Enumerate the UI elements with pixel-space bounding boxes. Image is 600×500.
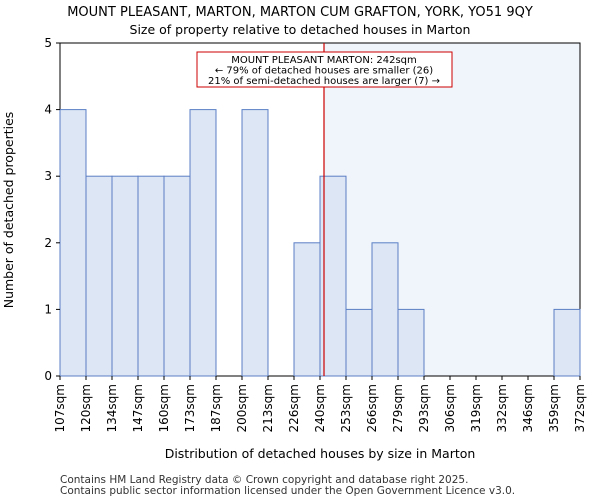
- x-tick-label: 160sqm: [157, 384, 171, 432]
- x-tick-label: 200sqm: [235, 384, 249, 432]
- histogram-bar: [85, 175, 113, 377]
- y-axis-label: Number of detached properties: [1, 112, 16, 309]
- x-tick-label: 319sqm: [469, 384, 483, 432]
- y-tick-label: 1: [44, 302, 52, 316]
- footer-line-1: Contains HM Land Registry data © Crown c…: [60, 474, 468, 486]
- x-tick-label: 187sqm: [209, 384, 223, 432]
- chart-title: MOUNT PLEASANT, MARTON, MARTON CUM GRAFT…: [67, 5, 533, 20]
- x-tick-label: 107sqm: [53, 384, 67, 432]
- histogram-bar: [293, 242, 321, 377]
- x-tick-label: 279sqm: [391, 384, 405, 432]
- plot-area: 0 1 2 3 4 5 107sqm 120sqm 134sqm 147sqm 160sqm 173s…: [44, 36, 587, 432]
- x-tick-label: 359sqm: [547, 384, 561, 432]
- chart-subtitle: Size of property relative to detached ho…: [130, 22, 471, 37]
- x-tick-label: 134sqm: [105, 384, 119, 432]
- x-tick-label: 213sqm: [261, 384, 275, 432]
- x-axis-label: Distribution of detached houses by size …: [165, 446, 476, 461]
- histogram-bar: [59, 109, 87, 377]
- x-tick-label: 293sqm: [417, 384, 431, 432]
- x-tick-label: 173sqm: [183, 384, 197, 432]
- y-tick-label: 5: [44, 36, 52, 50]
- x-tick-label: 332sqm: [495, 384, 509, 432]
- histogram-bar: [241, 109, 269, 377]
- x-tick-label: 372sqm: [573, 384, 587, 432]
- x-tick-label: 240sqm: [313, 384, 327, 432]
- histogram-bar: [189, 109, 217, 377]
- x-tick-label: 253sqm: [339, 384, 353, 432]
- annotation-box: MOUNT PLEASANT MARTON: 242sqm ← 79% of d…: [196, 51, 453, 88]
- x-tick-label: 226sqm: [287, 384, 301, 432]
- histogram-bar: [371, 242, 399, 377]
- x-tick-label: 306sqm: [443, 384, 457, 432]
- y-tick-label: 0: [44, 369, 52, 383]
- x-tick-label: 147sqm: [131, 384, 145, 432]
- x-tick-label: 266sqm: [365, 384, 379, 432]
- y-tick-label: 3: [44, 169, 52, 183]
- annotation-line-1: MOUNT PLEASANT MARTON: 242sqm: [231, 55, 417, 66]
- histogram-bar: [111, 175, 139, 377]
- histogram-bar: [397, 308, 425, 377]
- histogram-bar: [553, 308, 581, 377]
- x-tick-label: 346sqm: [521, 384, 535, 432]
- y-tick-label: 4: [44, 103, 52, 117]
- annotation-line-3: 21% of semi-detached houses are larger (…: [208, 76, 440, 87]
- annotation-line-2: ← 79% of detached houses are smaller (26…: [215, 66, 433, 77]
- footer-line-2: Contains public sector information licen…: [60, 485, 515, 497]
- histogram-bar: [137, 175, 165, 377]
- x-tick-label: 120sqm: [79, 384, 93, 432]
- histogram-bar: [163, 175, 191, 377]
- histogram-bar: [345, 308, 373, 377]
- y-tick-label: 2: [44, 236, 52, 250]
